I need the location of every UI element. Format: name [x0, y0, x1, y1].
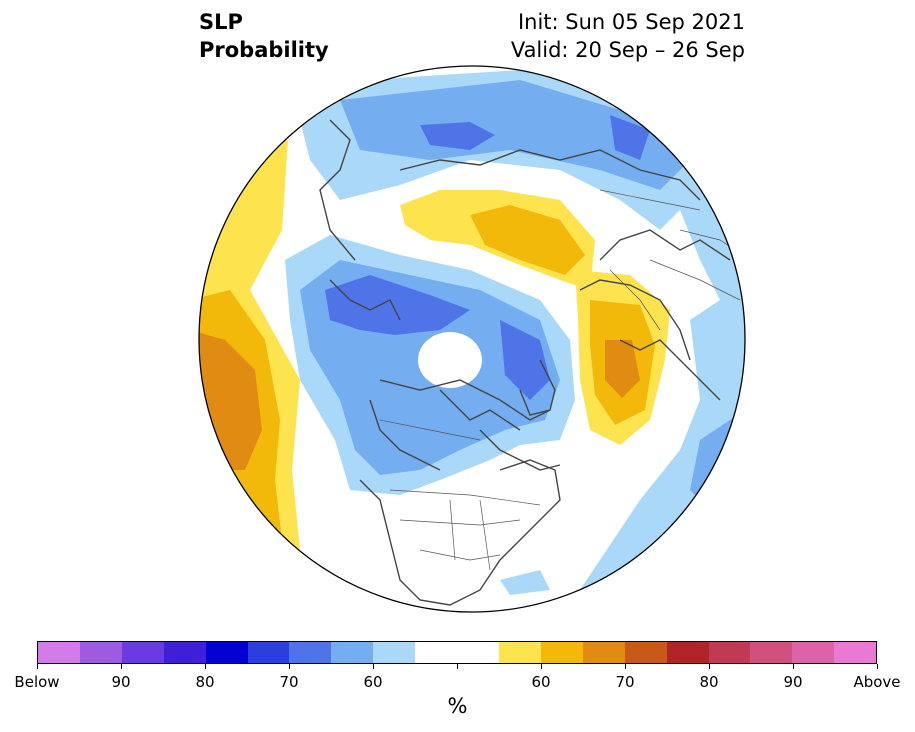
north-below-65: [340, 80, 690, 190]
colorbar-tick-mark: [121, 664, 122, 669]
colorbar-cell: [457, 642, 499, 663]
probability-field: [199, 66, 745, 612]
colorbar-tick-mark: [793, 664, 794, 669]
colorbar-cell: [121, 642, 164, 663]
colorbar-tick-label: 90: [111, 673, 131, 691]
colorbar-tick-mark: [877, 664, 878, 669]
colorbar-cell: [540, 642, 583, 663]
colorbar-cell: [498, 642, 541, 663]
colorbar-tick-mark: [373, 664, 374, 669]
arctic-hole: [418, 332, 482, 388]
colorbar-cell: [708, 642, 751, 663]
arctic-below-70b: [500, 320, 550, 400]
title-dates: Init: Sun 05 Sep 2021 Valid: 20 Sep – 26…: [511, 8, 745, 64]
colorbar-tick-label: 60: [363, 673, 383, 691]
colorbar-tick-mark: [37, 664, 38, 669]
title-init-date: Init: Sun 05 Sep 2021: [517, 10, 745, 34]
title-valid-range: Valid: 20 Sep – 26 Sep: [510, 38, 745, 62]
colorbar-tick-label: Below: [14, 673, 60, 691]
colorbar-cell: [289, 642, 332, 663]
colorbar-tick-mark: [709, 664, 710, 669]
north-below-70a: [420, 122, 495, 150]
colorbar-tick-label: 70: [279, 673, 299, 691]
coastlines: [319, 119, 731, 606]
polar-map: [198, 65, 746, 613]
colorbar-tick-mark: [205, 664, 206, 669]
colorbar-unit: %: [447, 694, 468, 718]
colorbar-tick-label: 80: [699, 673, 719, 691]
east-below-60-small: [500, 570, 550, 595]
colorbar-cell: [38, 642, 80, 663]
map-boundary: [198, 65, 746, 613]
colorbar-cell: [205, 642, 248, 663]
colorbar-tick-mark: [625, 664, 626, 669]
colorbar-cell: [415, 642, 458, 663]
colorbar-tick-label: Above: [853, 673, 901, 691]
colorbar-tick-mark: [541, 664, 542, 669]
colorbar-cell: [582, 642, 625, 663]
arctic-below-70a: [325, 275, 470, 335]
colorbar: [37, 641, 877, 664]
colorbar-cell: [247, 642, 290, 663]
title-variable: SLP Probability: [199, 8, 329, 64]
colorbar-cell: [373, 642, 416, 663]
colorbar-cell: [666, 642, 709, 663]
europe-above-70: [605, 340, 640, 398]
colorbar-tick-label: 70: [615, 673, 635, 691]
title-variable-line2: Probability: [199, 38, 329, 62]
colorbar-tick-labels: Below 90 80 70 60 60 70 80 90 Above: [0, 673, 915, 693]
colorbar-cell: [792, 642, 835, 663]
colorbar-tick-label: 80: [195, 673, 215, 691]
colorbar-cell: [163, 642, 206, 663]
colorbar-tick-label: 90: [783, 673, 803, 691]
north-below-70b: [610, 115, 650, 160]
colorbar-cell: [750, 642, 793, 663]
title-variable-line1: SLP: [199, 10, 243, 34]
colorbar-cell: [834, 642, 877, 663]
colorbar-tick-mark: [457, 664, 458, 669]
siberia-above-65: [470, 205, 585, 275]
colorbar-cell: [624, 642, 667, 663]
colorbar-cell: [331, 642, 374, 663]
colorbar-cell: [79, 642, 122, 663]
colorbar-tick-mark: [289, 664, 290, 669]
colorbar-tick-label: 60: [531, 673, 551, 691]
